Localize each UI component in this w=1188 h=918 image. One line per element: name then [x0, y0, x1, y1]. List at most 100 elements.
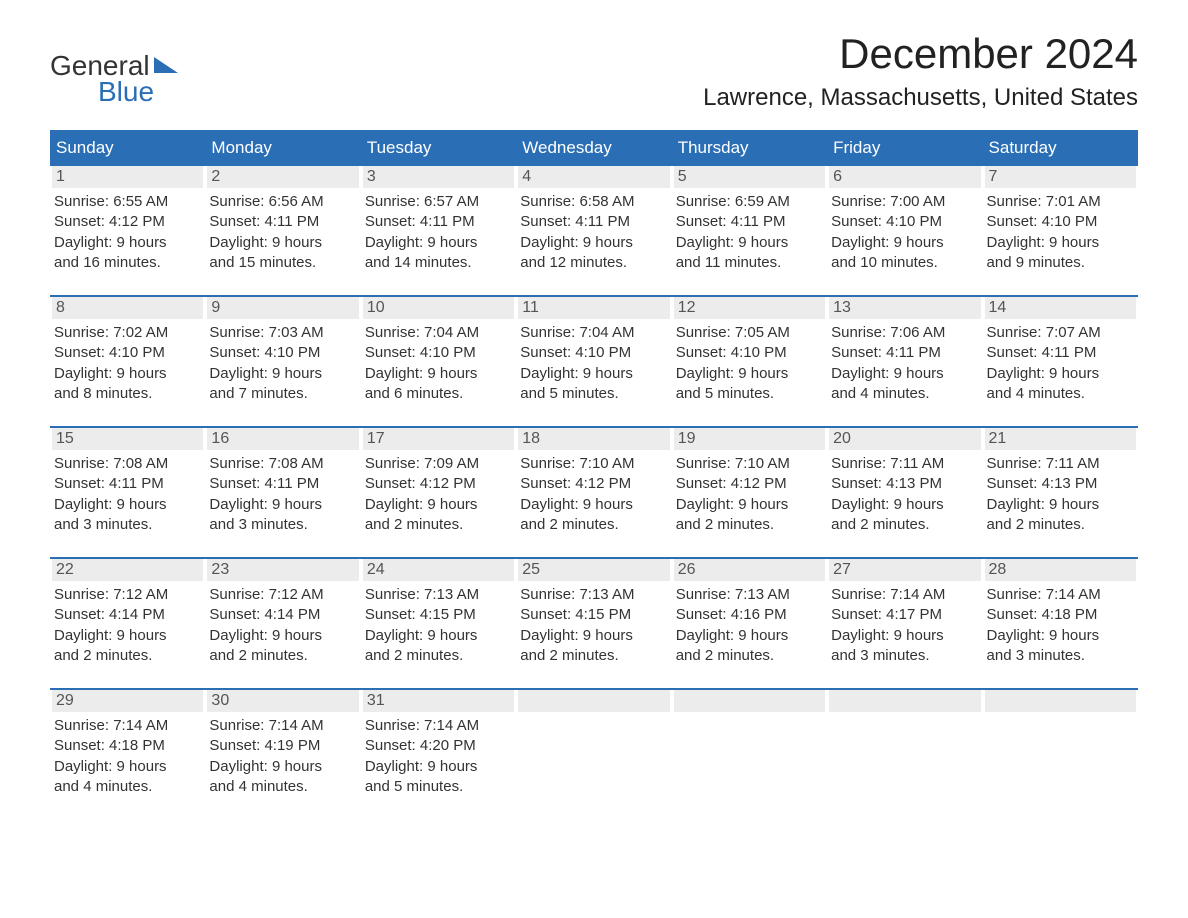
calendar-day: 29Sunrise: 7:14 AMSunset: 4:18 PMDayligh… [50, 690, 205, 807]
daylight-line-2: and 3 minutes. [209, 515, 356, 535]
day-number: 2 [207, 166, 358, 188]
sunset-text: Sunset: 4:10 PM [209, 343, 356, 363]
calendar-day: 16Sunrise: 7:08 AMSunset: 4:11 PMDayligh… [205, 428, 360, 545]
daylight-line-2: and 8 minutes. [54, 384, 201, 404]
day-details: Sunrise: 7:01 AMSunset: 4:10 PMDaylight:… [985, 188, 1136, 273]
daylight-line-2: and 9 minutes. [987, 253, 1134, 273]
sunset-text: Sunset: 4:18 PM [54, 736, 201, 756]
day-number: 20 [829, 428, 980, 450]
day-number [829, 690, 980, 712]
day-details: Sunrise: 6:57 AMSunset: 4:11 PMDaylight:… [363, 188, 514, 273]
day-details: Sunrise: 7:14 AMSunset: 4:18 PMDaylight:… [52, 712, 203, 797]
daylight-line-2: and 4 minutes. [54, 777, 201, 797]
daylight-line-2: and 2 minutes. [54, 646, 201, 666]
sunset-text: Sunset: 4:20 PM [365, 736, 512, 756]
calendar-day: 28Sunrise: 7:14 AMSunset: 4:18 PMDayligh… [983, 559, 1138, 676]
calendar-day [672, 690, 827, 807]
day-number: 13 [829, 297, 980, 319]
sunrise-text: Sunrise: 7:14 AM [365, 716, 512, 736]
calendar-day [827, 690, 982, 807]
day-number: 8 [52, 297, 203, 319]
daylight-line-2: and 2 minutes. [365, 515, 512, 535]
daylight-line-2: and 11 minutes. [676, 253, 823, 273]
weekday-header: Sunday [50, 130, 205, 166]
weekday-header: Friday [827, 130, 982, 166]
day-details: Sunrise: 7:14 AMSunset: 4:19 PMDaylight:… [207, 712, 358, 797]
calendar-day: 23Sunrise: 7:12 AMSunset: 4:14 PMDayligh… [205, 559, 360, 676]
sunrise-text: Sunrise: 7:11 AM [987, 454, 1134, 474]
daylight-line-2: and 3 minutes. [987, 646, 1134, 666]
daylight-line-1: Daylight: 9 hours [365, 495, 512, 515]
day-details: Sunrise: 7:14 AMSunset: 4:17 PMDaylight:… [829, 581, 980, 666]
daylight-line-1: Daylight: 9 hours [365, 626, 512, 646]
location-subtitle: Lawrence, Massachusetts, United States [703, 84, 1138, 112]
calendar-day: 20Sunrise: 7:11 AMSunset: 4:13 PMDayligh… [827, 428, 982, 545]
day-number: 4 [518, 166, 669, 188]
sunrise-text: Sunrise: 7:13 AM [365, 585, 512, 605]
day-details: Sunrise: 7:05 AMSunset: 4:10 PMDaylight:… [674, 319, 825, 404]
sunrise-text: Sunrise: 7:02 AM [54, 323, 201, 343]
weeks-container: 1Sunrise: 6:55 AMSunset: 4:12 PMDaylight… [50, 166, 1138, 807]
sunset-text: Sunset: 4:10 PM [676, 343, 823, 363]
daylight-line-2: and 16 minutes. [54, 253, 201, 273]
day-details: Sunrise: 7:14 AMSunset: 4:20 PMDaylight:… [363, 712, 514, 797]
calendar-day: 8Sunrise: 7:02 AMSunset: 4:10 PMDaylight… [50, 297, 205, 414]
daylight-line-1: Daylight: 9 hours [831, 626, 978, 646]
calendar-day: 4Sunrise: 6:58 AMSunset: 4:11 PMDaylight… [516, 166, 671, 283]
daylight-line-2: and 4 minutes. [209, 777, 356, 797]
day-number: 19 [674, 428, 825, 450]
sunset-text: Sunset: 4:15 PM [365, 605, 512, 625]
daylight-line-2: and 6 minutes. [365, 384, 512, 404]
sunset-text: Sunset: 4:13 PM [831, 474, 978, 494]
day-details: Sunrise: 6:56 AMSunset: 4:11 PMDaylight:… [207, 188, 358, 273]
sunrise-text: Sunrise: 6:59 AM [676, 192, 823, 212]
day-number: 22 [52, 559, 203, 581]
day-number: 11 [518, 297, 669, 319]
daylight-line-1: Daylight: 9 hours [209, 233, 356, 253]
brand-logo: General Blue [50, 30, 178, 108]
calendar-day: 15Sunrise: 7:08 AMSunset: 4:11 PMDayligh… [50, 428, 205, 545]
sunset-text: Sunset: 4:17 PM [831, 605, 978, 625]
week-row: 15Sunrise: 7:08 AMSunset: 4:11 PMDayligh… [50, 426, 1138, 545]
daylight-line-1: Daylight: 9 hours [365, 757, 512, 777]
day-number: 5 [674, 166, 825, 188]
sunset-text: Sunset: 4:14 PM [54, 605, 201, 625]
calendar-day: 14Sunrise: 7:07 AMSunset: 4:11 PMDayligh… [983, 297, 1138, 414]
daylight-line-2: and 15 minutes. [209, 253, 356, 273]
calendar-day: 25Sunrise: 7:13 AMSunset: 4:15 PMDayligh… [516, 559, 671, 676]
sunrise-text: Sunrise: 7:14 AM [987, 585, 1134, 605]
daylight-line-2: and 14 minutes. [365, 253, 512, 273]
sunset-text: Sunset: 4:15 PM [520, 605, 667, 625]
daylight-line-1: Daylight: 9 hours [520, 233, 667, 253]
sunrise-text: Sunrise: 7:05 AM [676, 323, 823, 343]
calendar-day: 3Sunrise: 6:57 AMSunset: 4:11 PMDaylight… [361, 166, 516, 283]
sunrise-text: Sunrise: 6:55 AM [54, 192, 201, 212]
calendar-day: 18Sunrise: 7:10 AMSunset: 4:12 PMDayligh… [516, 428, 671, 545]
daylight-line-2: and 3 minutes. [831, 646, 978, 666]
daylight-line-1: Daylight: 9 hours [365, 364, 512, 384]
day-number: 10 [363, 297, 514, 319]
day-number: 28 [985, 559, 1136, 581]
daylight-line-1: Daylight: 9 hours [987, 626, 1134, 646]
day-details: Sunrise: 6:58 AMSunset: 4:11 PMDaylight:… [518, 188, 669, 273]
day-number: 27 [829, 559, 980, 581]
sunrise-text: Sunrise: 7:08 AM [54, 454, 201, 474]
sunset-text: Sunset: 4:11 PM [520, 212, 667, 232]
day-details: Sunrise: 7:11 AMSunset: 4:13 PMDaylight:… [985, 450, 1136, 535]
sunrise-text: Sunrise: 6:57 AM [365, 192, 512, 212]
daylight-line-1: Daylight: 9 hours [831, 233, 978, 253]
calendar-day: 26Sunrise: 7:13 AMSunset: 4:16 PMDayligh… [672, 559, 827, 676]
daylight-line-1: Daylight: 9 hours [54, 233, 201, 253]
calendar-day: 17Sunrise: 7:09 AMSunset: 4:12 PMDayligh… [361, 428, 516, 545]
sunset-text: Sunset: 4:19 PM [209, 736, 356, 756]
sunset-text: Sunset: 4:11 PM [365, 212, 512, 232]
daylight-line-1: Daylight: 9 hours [209, 757, 356, 777]
sunrise-text: Sunrise: 6:58 AM [520, 192, 667, 212]
week-row: 29Sunrise: 7:14 AMSunset: 4:18 PMDayligh… [50, 688, 1138, 807]
calendar-day: 9Sunrise: 7:03 AMSunset: 4:10 PMDaylight… [205, 297, 360, 414]
calendar-day: 24 Sunrise: 7:13 AMSunset: 4:15 PMDayligh… [361, 559, 516, 676]
week-row: 8Sunrise: 7:02 AMSunset: 4:10 PMDaylight… [50, 295, 1138, 414]
day-number: 16 [207, 428, 358, 450]
day-number: 24 [363, 559, 514, 581]
daylight-line-1: Daylight: 9 hours [676, 364, 823, 384]
